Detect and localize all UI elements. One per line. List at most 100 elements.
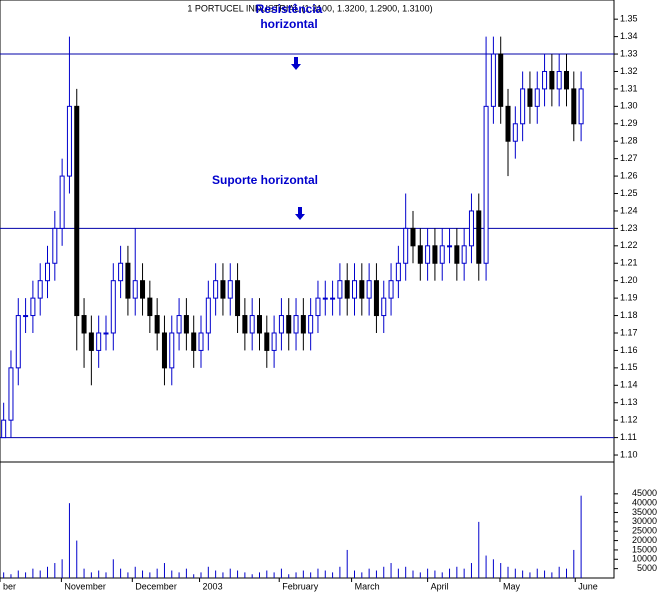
candle-body (505, 105, 511, 142)
candle-body (74, 105, 80, 317)
x-tick-label: June (578, 581, 598, 591)
candle-body (483, 105, 489, 264)
y-tick-label: 1.26 (620, 170, 638, 180)
candle-body (454, 245, 460, 264)
annotation: Resistência (256, 2, 323, 16)
candle-body (410, 227, 416, 247)
candle-body (66, 105, 72, 177)
candle-body (432, 245, 438, 264)
candle-body (352, 280, 358, 299)
y2-tick-label: 30000 (632, 516, 657, 526)
candle-body (461, 245, 467, 264)
y-tick-label: 1.27 (620, 153, 638, 163)
candle-body (534, 88, 540, 107)
y-tick-label: 1.30 (620, 101, 638, 111)
y-tick-label: 1.12 (620, 415, 638, 425)
candle-body (403, 227, 409, 264)
candle-body (490, 53, 496, 107)
candle-body (147, 297, 153, 317)
candle-body (140, 280, 146, 299)
candle-body (373, 280, 379, 317)
candle-body (15, 315, 21, 369)
candle-body (249, 315, 255, 334)
candle-body (549, 70, 555, 90)
y-tick-label: 1.20 (620, 275, 638, 285)
y-tick-label: 1.23 (620, 223, 638, 233)
candle-body (563, 70, 569, 90)
y-tick-label: 1.31 (620, 83, 638, 93)
candle-body (556, 70, 562, 90)
candle-body (344, 280, 350, 299)
y-tick-label: 1.24 (620, 205, 638, 215)
x-tick-label: April (431, 581, 449, 591)
arrow (291, 57, 301, 70)
candle-body (161, 332, 167, 369)
candle-body (59, 175, 65, 229)
candle-body (88, 332, 94, 351)
candle-body (110, 280, 116, 334)
x-tick-label: December (135, 581, 177, 591)
chart-title: 1 PORTUCEL INDUSTRIAL (1.3100, 1.3200, 1… (187, 3, 432, 13)
candle-body (439, 245, 445, 264)
y-tick-label: 1.35 (620, 14, 638, 24)
candle-body (37, 280, 43, 299)
candle-body (468, 210, 474, 247)
candle-body (235, 280, 241, 317)
candle-body (337, 280, 343, 299)
candle-body (96, 332, 102, 351)
candle-body (330, 297, 336, 300)
y-tick-label: 1.22 (620, 240, 638, 250)
candle-body (315, 297, 321, 317)
candle-body (125, 262, 131, 299)
candle-body (103, 332, 109, 335)
candle-body (542, 70, 548, 90)
candle-body (447, 245, 453, 248)
candle-body (205, 297, 211, 334)
y-tick-label: 1.28 (620, 136, 638, 146)
candle-body (271, 332, 277, 351)
candle-body (81, 315, 87, 334)
candle-body (256, 315, 262, 334)
y2-tick-label: 10000 (632, 554, 657, 564)
y2-tick-label: 20000 (632, 535, 657, 545)
y-tick-label: 1.18 (620, 310, 638, 320)
y2-tick-label: 25000 (632, 526, 657, 536)
y-tick-label: 1.14 (620, 380, 638, 390)
y-tick-label: 1.13 (620, 397, 638, 407)
y2-tick-label: 15000 (632, 544, 657, 554)
annotation: horizontal (260, 17, 317, 31)
candle-body (191, 332, 197, 351)
candle-body (52, 227, 58, 264)
y-tick-label: 1.17 (620, 327, 638, 337)
y-tick-label: 1.29 (620, 118, 638, 128)
annotation: Suporte horizontal (212, 173, 318, 187)
candle-body (527, 88, 533, 107)
candle-body (571, 88, 577, 125)
candle-body (476, 210, 482, 264)
candle-body (1, 419, 7, 439)
candle-body (132, 280, 138, 299)
y-tick-label: 1.25 (620, 188, 638, 198)
y-tick-label: 1.34 (620, 31, 638, 41)
candle-body (30, 297, 36, 317)
candle-body (198, 332, 204, 351)
x-tick-label: February (282, 581, 319, 591)
y2-tick-label: 35000 (632, 507, 657, 517)
candle-body (425, 245, 431, 264)
candle-body (293, 315, 299, 334)
candle-body (8, 367, 14, 421)
candle-body (118, 262, 124, 282)
candle-body (578, 88, 584, 125)
candle-body (512, 123, 518, 142)
candle-body (154, 315, 160, 334)
candle-body (498, 53, 504, 107)
candle-body (264, 332, 270, 351)
y-tick-label: 1.33 (620, 48, 638, 58)
candle-body (359, 280, 365, 299)
x-tick-label: ber (3, 581, 16, 591)
candle-body (213, 280, 219, 299)
candle-body (300, 315, 306, 334)
candle-body (417, 245, 423, 264)
candle-body (220, 280, 226, 299)
